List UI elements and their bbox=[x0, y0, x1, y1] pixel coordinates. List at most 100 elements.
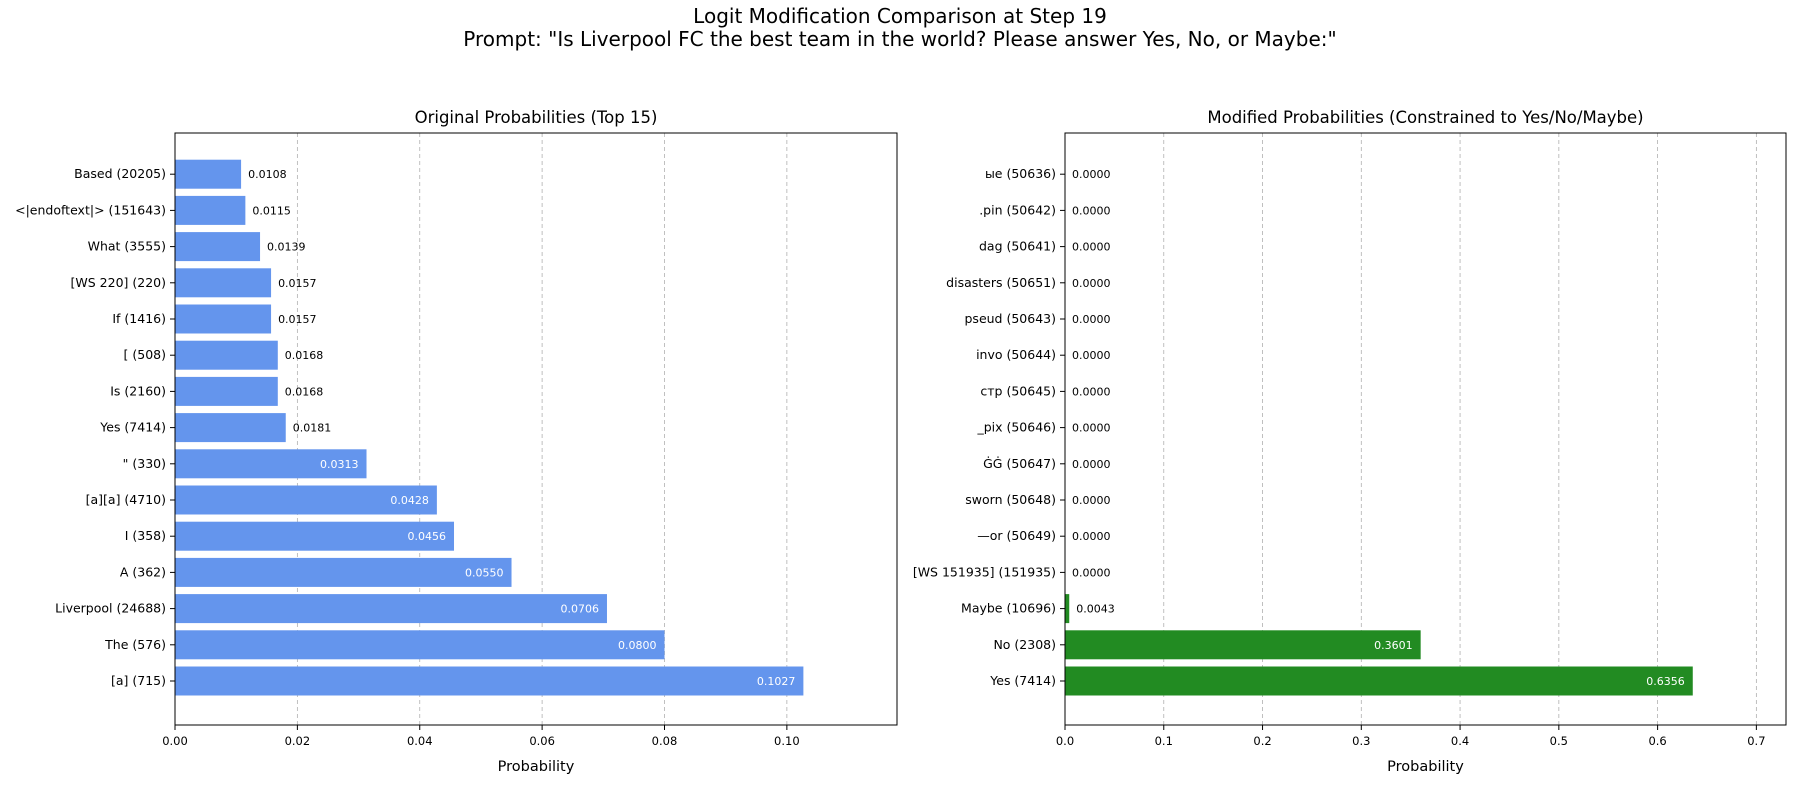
bar-value-label: 0.0000 bbox=[1072, 566, 1111, 579]
y-tick-label: What (3555) bbox=[88, 239, 166, 254]
bar-value-label: 0.0043 bbox=[1076, 603, 1115, 616]
bar-value-label: 0.0168 bbox=[285, 349, 324, 362]
bar-value-label: 0.0000 bbox=[1072, 422, 1111, 435]
bar-value-label: 0.0168 bbox=[285, 385, 324, 398]
x-axis-label: Probability bbox=[498, 759, 575, 775]
bar bbox=[175, 449, 367, 479]
y-tick-label: disasters (50651) bbox=[946, 275, 1056, 290]
y-tick-label: A (362) bbox=[120, 564, 166, 579]
y-tick-label: Based (20205) bbox=[74, 166, 166, 181]
bar-value-label: 0.0000 bbox=[1072, 458, 1111, 471]
y-tick-label: " (330) bbox=[123, 456, 166, 471]
y-tick-label: Maybe (10696) bbox=[961, 601, 1056, 616]
bar bbox=[1065, 630, 1421, 660]
y-tick-label: стр (50645) bbox=[980, 383, 1056, 398]
y-tick-label: [a][a] (4710) bbox=[86, 492, 166, 507]
bar-value-label: 0.0000 bbox=[1072, 349, 1111, 362]
bar-value-label: 0.1027 bbox=[757, 675, 796, 688]
x-tick-label: 0.0 bbox=[1056, 734, 1074, 748]
y-tick-label: No (2308) bbox=[993, 637, 1056, 652]
bar bbox=[175, 413, 286, 443]
y-tick-label: Is (2160) bbox=[110, 383, 166, 398]
bar-value-label: 0.0000 bbox=[1072, 277, 1111, 290]
bar-value-label: 0.0157 bbox=[278, 277, 317, 290]
bar-value-label: 0.0800 bbox=[618, 639, 657, 652]
bar bbox=[1065, 594, 1070, 624]
x-tick-label: 0.5 bbox=[1550, 734, 1568, 748]
plot-frame bbox=[1064, 132, 1787, 726]
y-tick-label: dag (50641) bbox=[979, 239, 1056, 254]
figure-subtitle: Prompt: "Is Liverpool FC the best team i… bbox=[463, 27, 1337, 51]
y-tick-label: Yes (7414) bbox=[99, 420, 166, 435]
plot-frame bbox=[174, 132, 898, 726]
bar-value-label: 0.0115 bbox=[252, 204, 291, 217]
x-tick-label: 0.1 bbox=[1155, 734, 1173, 748]
bar bbox=[175, 340, 278, 370]
bar-value-label: 0.6356 bbox=[1646, 675, 1685, 688]
bar-value-label: 0.0000 bbox=[1072, 204, 1111, 217]
y-tick-label: _pix (50646) bbox=[976, 420, 1056, 435]
bar-value-label: 0.0157 bbox=[278, 313, 317, 326]
bar bbox=[175, 232, 261, 262]
y-tick-label: [WS 151935] (151935) bbox=[913, 564, 1056, 579]
bar bbox=[175, 268, 272, 298]
y-tick-label: Yes (7414) bbox=[989, 673, 1056, 688]
x-tick-label: 0.3 bbox=[1352, 734, 1370, 748]
bar-value-label: 0.0000 bbox=[1072, 313, 1111, 326]
bar-value-label: 0.0108 bbox=[248, 168, 287, 181]
bar-value-label: 0.0456 bbox=[408, 530, 447, 543]
x-tick-label: 0.7 bbox=[1747, 734, 1765, 748]
bar bbox=[175, 195, 246, 225]
x-tick-label: 0.2 bbox=[1253, 734, 1271, 748]
bar bbox=[175, 666, 804, 696]
bar-value-label: 0.0000 bbox=[1072, 241, 1111, 254]
y-tick-label: invo (50644) bbox=[976, 347, 1056, 362]
y-tick-label: pseud (50643) bbox=[965, 311, 1057, 326]
bar bbox=[175, 159, 242, 189]
bar bbox=[175, 485, 437, 515]
y-tick-label: ые (50636) bbox=[985, 166, 1056, 181]
y-tick-label: <|endoftext|> (151643) bbox=[15, 202, 166, 217]
y-tick-label: —or (50649) bbox=[977, 528, 1056, 543]
y-tick-label: I (358) bbox=[125, 528, 166, 543]
bar bbox=[175, 521, 455, 551]
bar-value-label: 0.0139 bbox=[267, 241, 306, 254]
x-tick-label: 0.04 bbox=[407, 734, 433, 748]
chart-title: Modified Probabilities (Constrained to Y… bbox=[1207, 108, 1643, 127]
bar-value-label: 0.0313 bbox=[320, 458, 359, 471]
bar-value-label: 0.3601 bbox=[1374, 639, 1413, 652]
y-tick-label: The (576) bbox=[104, 637, 166, 652]
x-tick-label: 0.02 bbox=[285, 734, 311, 748]
figure-title: Logit Modification Comparison at Step 19 bbox=[693, 4, 1107, 28]
y-tick-label: sworn (50648) bbox=[965, 492, 1056, 507]
y-tick-label: Liverpool (24688) bbox=[55, 601, 166, 616]
chart-panel-1: 0.1027 [a] (715) 0.0800 The (576) 0.0706 Live… bbox=[15, 108, 898, 775]
bar bbox=[175, 557, 512, 587]
bar-value-label: 0.0181 bbox=[293, 422, 332, 435]
y-tick-label: If (1416) bbox=[112, 311, 166, 326]
bar-value-label: 0.0000 bbox=[1072, 494, 1111, 507]
bar bbox=[1065, 666, 1693, 696]
x-tick-label: 0.06 bbox=[529, 734, 555, 748]
chart-panel-2: 0.6356 Yes (7414) 0.3601 No (2308) 0.0043 May… bbox=[913, 108, 1787, 775]
y-tick-label: .pin (50642) bbox=[979, 202, 1056, 217]
chart-title: Original Probabilities (Top 15) bbox=[415, 108, 658, 127]
bar-value-label: 0.0000 bbox=[1072, 385, 1111, 398]
x-tick-label: 0.6 bbox=[1648, 734, 1666, 748]
y-tick-label: [ (508) bbox=[124, 347, 166, 362]
bar bbox=[175, 594, 607, 624]
y-tick-label: [WS 220] (220) bbox=[71, 275, 166, 290]
bar bbox=[175, 630, 665, 660]
y-tick-label: [a] (715) bbox=[111, 673, 166, 688]
bar-value-label: 0.0706 bbox=[560, 603, 599, 616]
bar bbox=[175, 304, 272, 334]
x-tick-label: 0.4 bbox=[1451, 734, 1469, 748]
bar-value-label: 0.0000 bbox=[1072, 530, 1111, 543]
bar-value-label: 0.0428 bbox=[390, 494, 429, 507]
y-tick-label: ĠĠ (50647) bbox=[983, 455, 1056, 471]
x-tick-label: 0.08 bbox=[652, 734, 678, 748]
x-tick-label: 0.10 bbox=[774, 734, 800, 748]
bar bbox=[175, 376, 278, 406]
bar-value-label: 0.0550 bbox=[465, 566, 504, 579]
